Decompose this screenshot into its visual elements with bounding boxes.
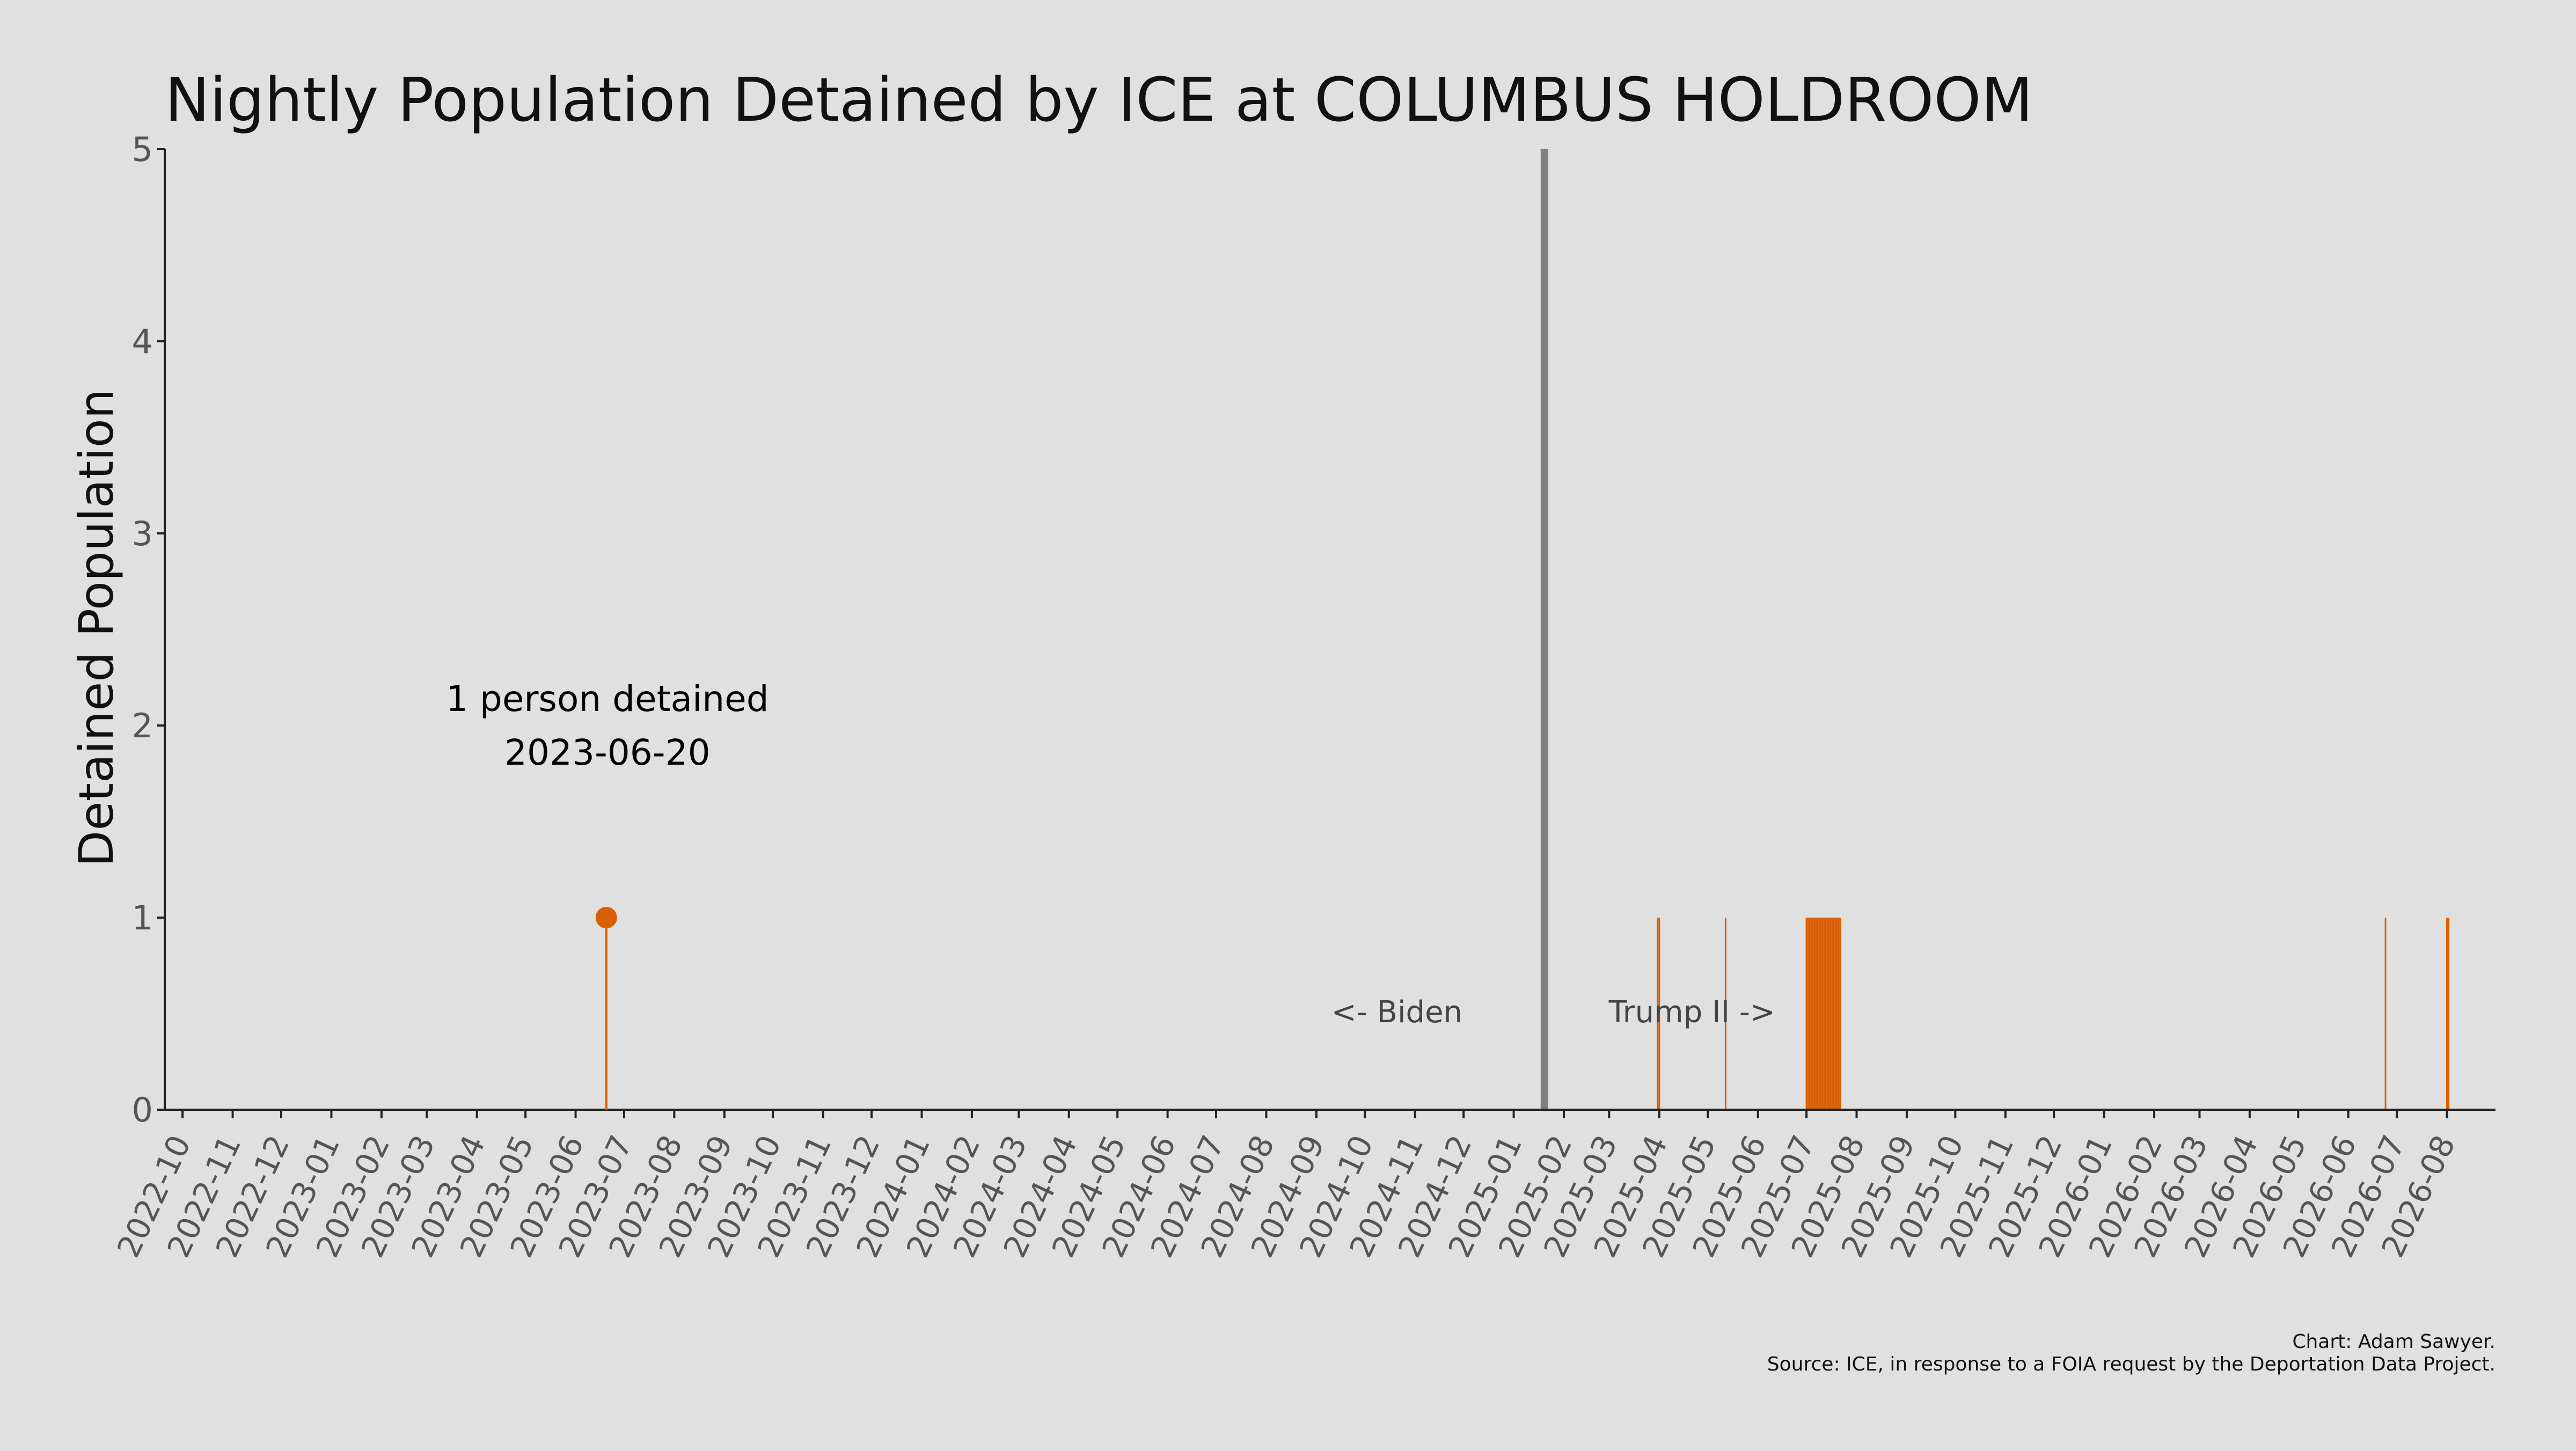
bar-2025-07-14 [1826,918,1828,1110]
axes-layer [164,149,2496,1111]
bar-2025-07-11 [1821,918,1824,1110]
bar-2025-07-12 [1823,918,1825,1110]
bar-2025-07-02 [1807,918,1809,1110]
bar-2025-07-10 [1820,918,1822,1110]
bar-2025-07-15 [1828,918,1830,1110]
y-tick-label-3: 3 [132,514,153,553]
caption-source: Source: ICE, in response to a FOIA reque… [1767,1353,2496,1375]
bar-2025-07-18 [1833,918,1835,1110]
label-biden: <- Biden [1331,995,1462,1030]
y-tick-label-1: 1 [132,898,153,937]
bar-2025-07-17 [1831,918,1833,1110]
bar-2025-07-03 [1809,918,1811,1110]
highlight-label-count: 1 person detained [446,678,769,720]
bar-2026-08-01 [2446,918,2448,1110]
bar-2025-04-01 [1658,918,1660,1110]
y-axis-label: Detained Population [69,389,124,867]
y-tick-label-2: 2 [132,706,153,745]
bar-2026-06-24 [2384,918,2387,1110]
bar-2025-03-31 [1657,918,1659,1110]
bar-2025-07-21 [1838,918,1840,1110]
bar-2025-07-07 [1815,918,1817,1110]
bar-2025-07-01 [1805,918,1807,1110]
bars-layer [605,918,2450,1110]
highlight-label-date: 2023-06-20 [504,732,711,773]
bar-2025-07-04 [1810,918,1812,1110]
bar-2026-08-02 [2448,918,2450,1110]
bar-2025-07-08 [1817,918,1819,1110]
y-tick-label-5: 5 [132,130,153,169]
chart-title: Nightly Population Detained by ICE at CO… [165,65,2033,135]
bar-2025-05-12 [1724,918,1726,1110]
bar-2025-07-22 [1839,918,1841,1110]
y-tick-label-0: 0 [132,1090,153,1130]
bar-2025-07-09 [1818,918,1820,1110]
bar-2025-07-06 [1813,918,1816,1110]
y-tick-label-4: 4 [132,322,153,361]
annotation-layer: 1 person detained 2023-06-20 <- Biden Trump… [446,678,1775,1110]
bar-2025-07-05 [1812,918,1814,1110]
highlight-point [595,907,617,928]
label-trump: Trump II -> [1608,995,1775,1030]
bar-2025-07-20 [1836,918,1838,1110]
bar-2025-07-13 [1825,918,1827,1110]
bar-2025-07-16 [1829,918,1832,1110]
caption-credit: Chart: Adam Sawyer. [2292,1331,2496,1353]
bar-2025-07-19 [1834,918,1836,1110]
